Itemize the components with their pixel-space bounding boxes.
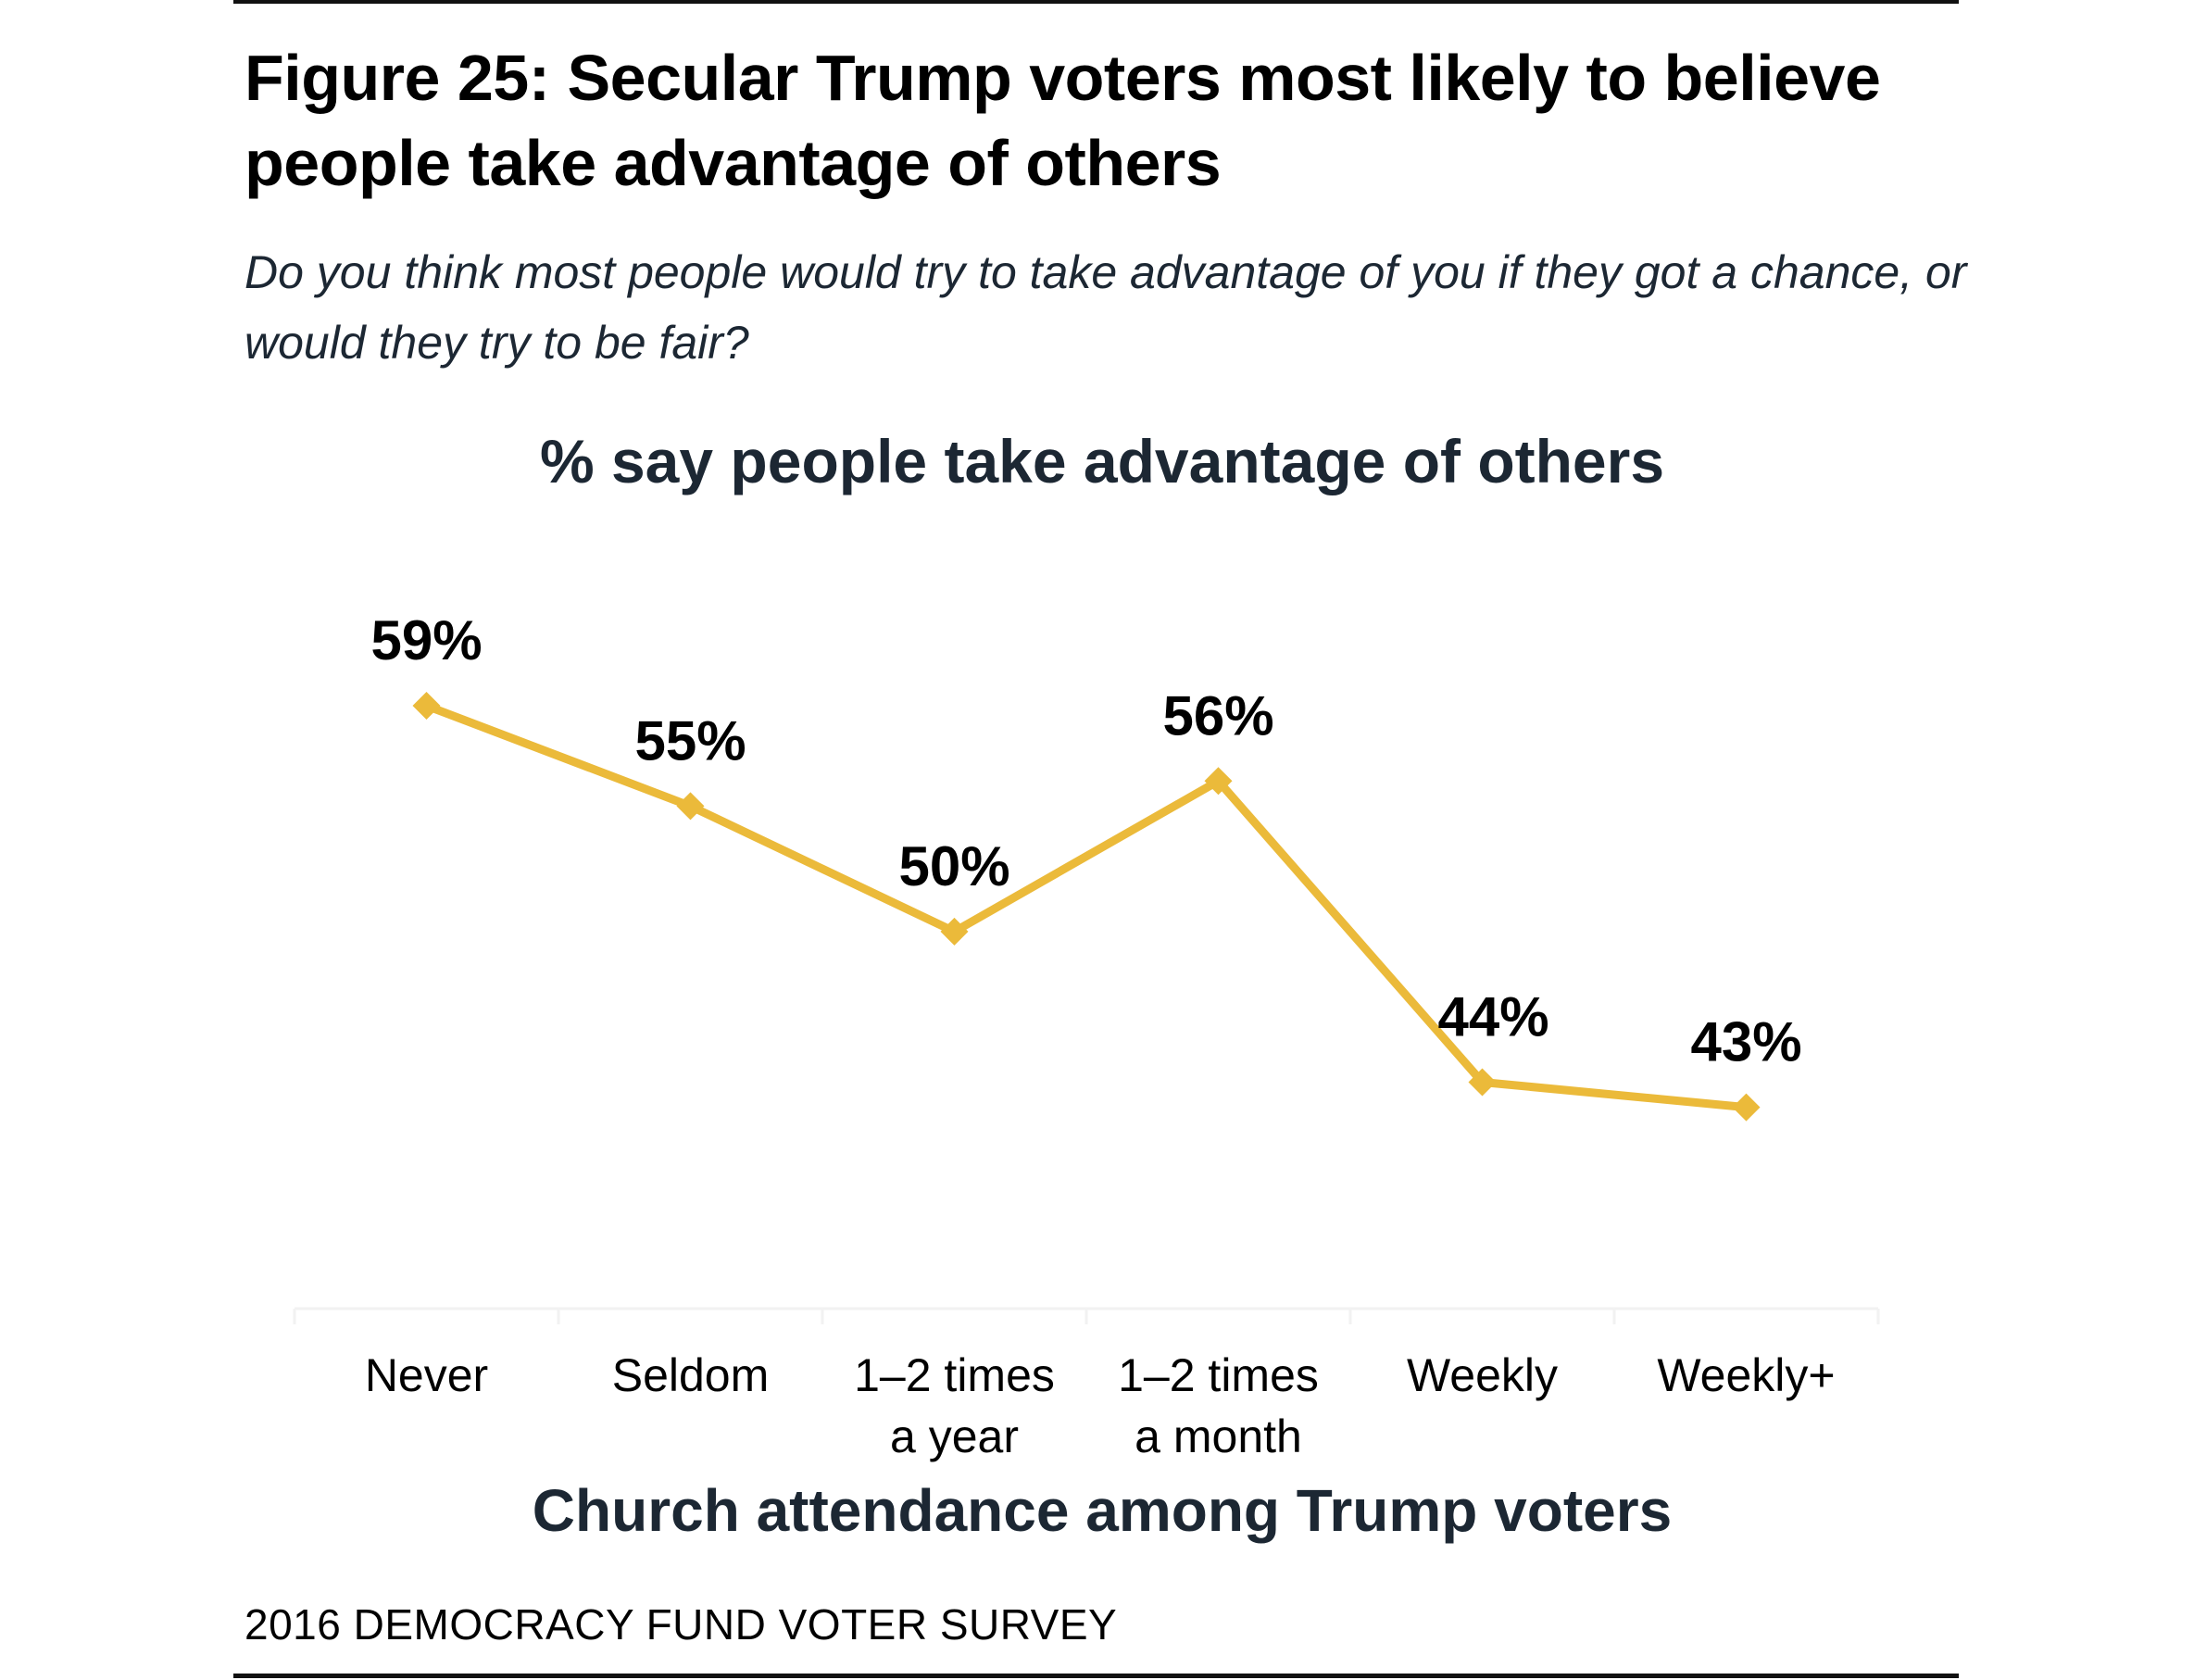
data-point-marker (1732, 1093, 1761, 1122)
data-point-marker (1468, 1068, 1497, 1097)
x-tick-labels: Never Seldom 1–2 times a year 1–2 times a mon… (365, 1349, 1836, 1462)
data-label-group: 59% 55% 50% 56% 44% 43% (370, 609, 1801, 1073)
top-rule (233, 0, 1959, 4)
source-note: 2016 DEMOCRACY FUND VOTER SURVEY (244, 1600, 1118, 1649)
data-label: 56% (1162, 684, 1273, 746)
series-line-group (422, 701, 1750, 1112)
bottom-rule (233, 1674, 1959, 1678)
data-label: 44% (1437, 986, 1548, 1048)
chart-title: % say people take advantage of others (540, 427, 1664, 495)
figure-subtitle: Do you think most people would try to ta… (244, 246, 1967, 369)
x-tick-label: Weekly+ (1657, 1349, 1835, 1401)
data-point-marker (940, 917, 969, 946)
data-label: 50% (898, 835, 1009, 897)
data-label: 55% (634, 709, 746, 771)
data-point-marker (1204, 767, 1233, 796)
data-point-marker (412, 692, 441, 720)
data-point-marker (676, 792, 705, 821)
x-tick-label: 1–2 times a month (1118, 1349, 1319, 1462)
x-tick-label: Weekly (1407, 1349, 1558, 1401)
data-label: 43% (1690, 1011, 1801, 1073)
x-tick-label: Never (365, 1349, 488, 1401)
data-label: 59% (370, 609, 482, 671)
figure-title: Figure 25: Secular Trump voters most lik… (244, 42, 1881, 199)
x-axis (293, 1307, 1880, 1324)
x-tick-label: 1–2 times a year (854, 1349, 1055, 1462)
series-line (422, 701, 1750, 1112)
x-tick-label: Seldom (612, 1349, 770, 1401)
x-axis-title: Church attendance among Trump voters (533, 1477, 1672, 1544)
marker-group (412, 692, 1761, 1122)
